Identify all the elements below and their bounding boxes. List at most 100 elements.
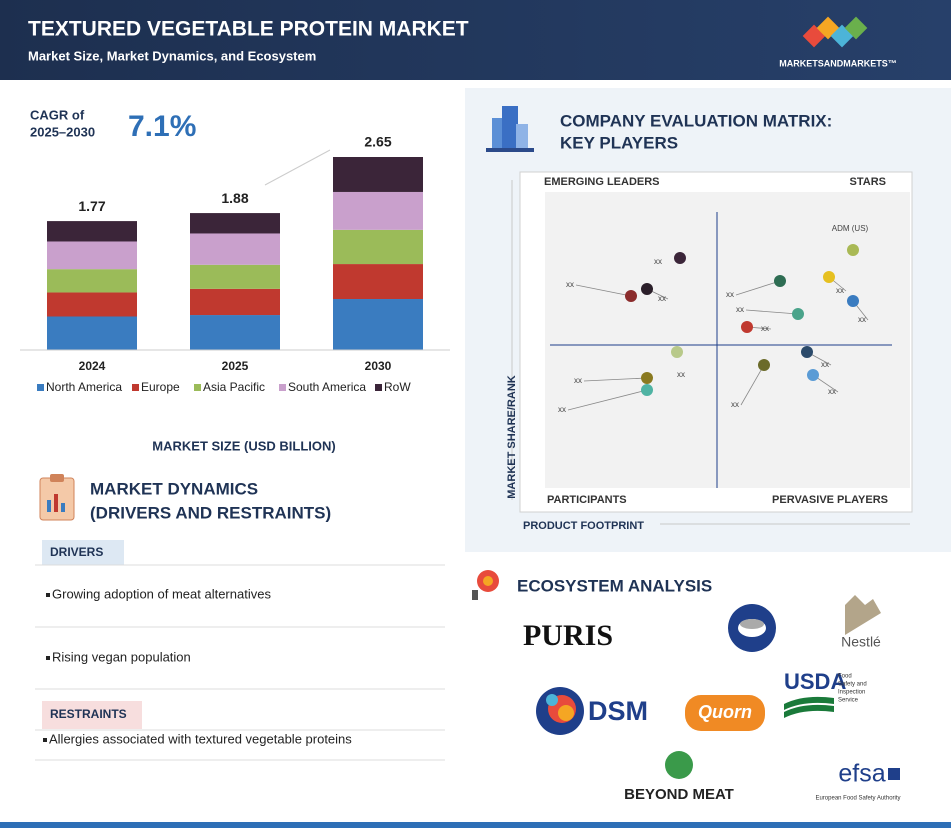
restraints-heading: RESTRAINTS	[50, 707, 127, 721]
restraint-item: Allergies associated with textured veget…	[49, 731, 352, 746]
nestle-logo	[845, 595, 881, 635]
logo-subtext: Inspection	[838, 690, 865, 696]
company-label: xx	[677, 370, 685, 379]
bar-segment	[190, 288, 280, 316]
logo-subtext: Food	[838, 674, 852, 680]
section-title: (DRIVERS AND RESTRAINTS)	[90, 503, 331, 522]
company-point	[671, 346, 683, 358]
driver-item: Growing adoption of meat alternatives	[52, 586, 271, 601]
drivers-heading: DRIVERS	[50, 545, 103, 559]
company-point	[741, 321, 753, 333]
company-point	[774, 275, 786, 287]
bar-segment	[333, 157, 423, 192]
logo-text: Quorn	[698, 702, 752, 722]
bar-segment	[47, 241, 137, 270]
company-point	[807, 369, 819, 381]
company-point	[847, 244, 859, 256]
logo-text: DSM	[588, 696, 648, 726]
company-point	[674, 252, 686, 264]
section-title: COMPANY EVALUATION MATRIX:	[560, 111, 832, 130]
bar-segment	[190, 315, 280, 350]
quadrant-lines	[550, 212, 892, 488]
logo-text: Nestlé	[841, 634, 881, 650]
legend-label: Europe	[141, 380, 180, 394]
cagr-label: CAGR of	[30, 107, 85, 122]
quadrant-label: STARS	[850, 176, 886, 188]
legend-label: RoW	[384, 380, 411, 394]
bar-segment	[190, 264, 280, 289]
leader-line	[583, 377, 648, 382]
legend-swatch	[37, 384, 44, 391]
legend-swatch	[194, 384, 201, 391]
company-label: xx	[736, 305, 744, 314]
leader-line	[745, 309, 799, 315]
logo-subtext: Service	[838, 698, 859, 704]
company-label: xx	[726, 290, 734, 299]
quorn-logo	[685, 695, 765, 731]
x-tick-label: 2030	[365, 359, 392, 373]
bar-segment	[47, 316, 137, 350]
legend-swatch	[375, 384, 382, 391]
total-label: 1.77	[78, 198, 105, 214]
logo-subtext: Safety and	[838, 682, 867, 688]
bullet	[46, 593, 50, 597]
drivers-tag	[42, 540, 124, 565]
quadrant-label: PERVASIVE PLAYERS	[772, 494, 888, 506]
company-point	[847, 295, 859, 307]
company-label: xx	[821, 360, 829, 369]
footer-bar	[0, 822, 951, 828]
dividers	[35, 564, 445, 761]
quadrant-label: PARTICIPANTS	[547, 494, 627, 506]
leader-line	[740, 364, 765, 406]
company-label: xx	[566, 280, 574, 289]
company-point	[801, 346, 813, 358]
bar-segment	[47, 221, 137, 242]
restraints-tag	[42, 701, 142, 729]
company-label: xx	[836, 286, 844, 295]
bar-segment	[333, 229, 423, 265]
logo-text: PURIS	[523, 619, 613, 652]
legend-label: Asia Pacific	[203, 380, 265, 394]
section-title: ECOSYSTEM ANALYSIS	[517, 576, 712, 595]
company-point	[792, 308, 804, 320]
total-label: 2.65	[364, 134, 391, 150]
company-label: xx	[858, 315, 866, 324]
company-label: ADM (US)	[832, 224, 869, 233]
logo-text: BEYOND MEAT	[624, 786, 734, 803]
y-axis-label: MARKET SHARE/RANK	[506, 375, 518, 499]
logo-text: efsa	[838, 760, 885, 788]
logo-text: USDA	[784, 669, 846, 694]
bar-segment	[47, 292, 137, 317]
bullet	[43, 738, 47, 742]
company-point	[758, 359, 770, 371]
efsa-logo	[888, 768, 900, 780]
company-point	[641, 384, 653, 396]
x-tick-label: 2024	[79, 359, 106, 373]
bar-segment	[190, 233, 280, 265]
bar-segment	[47, 269, 137, 293]
leader-line	[575, 284, 632, 297]
company-label: xx	[658, 294, 666, 303]
eu-logo	[728, 604, 776, 652]
clipboard-icon	[39, 474, 75, 521]
driver-item: Rising vegan population	[52, 649, 191, 664]
quadrant-label: EMERGING LEADERS	[544, 176, 660, 188]
x-axis-label: PRODUCT FOOTPRINT	[523, 520, 644, 532]
brand-name: MARKETSANDMARKETS™	[779, 58, 897, 68]
title: TEXTURED VEGETABLE PROTEIN MARKET	[28, 18, 469, 41]
total-label: 1.88	[221, 190, 248, 206]
leader-line	[567, 389, 648, 411]
header-bar	[0, 0, 951, 80]
legend-swatch	[279, 384, 286, 391]
dsm-logo	[536, 687, 584, 735]
bar-segment	[333, 264, 423, 300]
cagr-label: 2025–2030	[30, 124, 95, 139]
company-point	[641, 283, 653, 295]
company-point	[823, 271, 835, 283]
bar-segment	[333, 299, 423, 350]
growth-arrow	[264, 149, 331, 186]
section-title: MARKET DYNAMICS	[90, 479, 258, 498]
legend-swatch	[132, 384, 139, 391]
company-label: xx	[761, 324, 769, 333]
